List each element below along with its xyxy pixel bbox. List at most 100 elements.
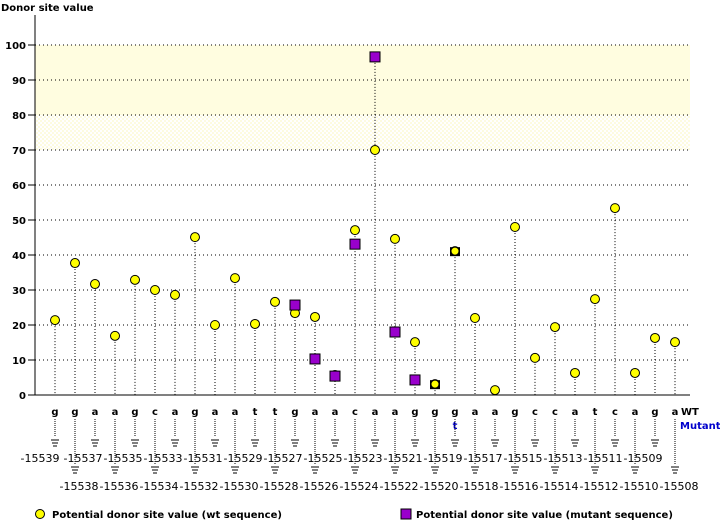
position-label: -15508 bbox=[660, 480, 699, 493]
position-label: -15531 bbox=[184, 452, 223, 465]
position-label: -15522 bbox=[380, 480, 419, 493]
wt-point bbox=[50, 315, 60, 326]
y-tick-label: 90 bbox=[12, 76, 26, 87]
position-label: -15525 bbox=[304, 452, 343, 465]
band-solid bbox=[35, 45, 690, 115]
wt-point bbox=[130, 274, 140, 285]
position-label: -15517 bbox=[464, 452, 503, 465]
y-tick-label: 0 bbox=[19, 391, 26, 402]
wt-base: a bbox=[672, 407, 679, 418]
wt-base: a bbox=[332, 407, 339, 418]
legend-mutant-label: Potential donor site value (mutant seque… bbox=[416, 510, 673, 520]
wt-point bbox=[70, 258, 80, 269]
mutant-point bbox=[409, 374, 421, 386]
position-label: -15523 bbox=[344, 452, 383, 465]
wt-point bbox=[570, 367, 580, 378]
wt-base: g bbox=[131, 407, 138, 418]
wt-point bbox=[510, 222, 520, 232]
mutant-row-label: Mutant bbox=[680, 421, 720, 432]
mutant-base: t bbox=[453, 421, 458, 432]
position-label: -15533 bbox=[144, 452, 183, 465]
wt-point bbox=[270, 296, 280, 307]
sequence-labels: g -15539 g -15538 a -15537 a -15536 g -15535 c -155… bbox=[21, 407, 720, 493]
position-label: -15530 bbox=[220, 480, 259, 493]
y-tick-label: 70 bbox=[12, 146, 26, 157]
wt-point bbox=[530, 352, 540, 363]
wt-point bbox=[90, 279, 100, 290]
position-label: -15538 bbox=[60, 480, 99, 493]
y-axis-label: Donor site value bbox=[1, 3, 94, 14]
wt-base: g bbox=[191, 407, 198, 418]
wt-point bbox=[550, 322, 560, 333]
mutant-point bbox=[309, 353, 321, 365]
wt-point bbox=[450, 246, 460, 256]
legend-wt-marker bbox=[35, 509, 45, 519]
wt-point bbox=[390, 233, 400, 244]
y-tick-label: 40 bbox=[12, 251, 26, 262]
wt-row-label: WT bbox=[681, 407, 699, 418]
y-tick-label: 10 bbox=[12, 356, 26, 367]
position-label: -15528 bbox=[260, 480, 299, 493]
position-label: -15527 bbox=[264, 452, 303, 465]
mutant-point bbox=[349, 238, 361, 250]
wt-point bbox=[250, 318, 260, 329]
position-label: -15518 bbox=[460, 480, 499, 493]
wt-base: c bbox=[152, 407, 158, 418]
wt-point bbox=[110, 330, 120, 341]
y-tick-label: 100 bbox=[5, 41, 26, 52]
wt-base: g bbox=[411, 407, 418, 418]
wt-base: g bbox=[291, 407, 298, 418]
wt-point bbox=[350, 225, 360, 236]
wt-base: a bbox=[172, 407, 179, 418]
wt-point bbox=[670, 337, 680, 348]
wt-base: a bbox=[92, 407, 99, 418]
position-label: -15521 bbox=[384, 452, 423, 465]
wt-base: a bbox=[632, 407, 639, 418]
legend-mutant-marker bbox=[400, 508, 412, 520]
y-tick-label: 80 bbox=[12, 111, 26, 122]
wt-point bbox=[430, 379, 440, 389]
wt-base: g bbox=[431, 407, 438, 418]
wt-base: t bbox=[273, 407, 278, 418]
wt-base: c bbox=[552, 407, 558, 418]
wt-base: a bbox=[232, 407, 239, 418]
wt-base: t bbox=[253, 407, 258, 418]
wt-point bbox=[590, 294, 600, 305]
wt-base: c bbox=[612, 407, 618, 418]
wt-point bbox=[150, 285, 160, 295]
wt-point bbox=[170, 289, 180, 300]
legend: Potential donor site value (wt sequence)… bbox=[35, 508, 673, 520]
position-label: -15526 bbox=[300, 480, 339, 493]
position-label: -15513 bbox=[544, 452, 583, 465]
wt-point bbox=[470, 313, 480, 323]
wt-point bbox=[650, 332, 660, 343]
wt-base: a bbox=[212, 407, 219, 418]
wt-point bbox=[190, 232, 200, 243]
wt-base: a bbox=[112, 407, 119, 418]
position-label: -15514 bbox=[540, 480, 579, 493]
mutant-point bbox=[369, 51, 381, 63]
position-label: -15510 bbox=[620, 480, 659, 493]
y-tick-label: 50 bbox=[12, 216, 26, 227]
position-label: -15516 bbox=[500, 480, 539, 493]
wt-base: g bbox=[511, 407, 518, 418]
band-hatched bbox=[35, 115, 690, 150]
wt-point bbox=[210, 320, 220, 330]
wt-base: g bbox=[451, 407, 458, 418]
mutant-point bbox=[289, 299, 301, 311]
legend-wt-label: Potential donor site value (wt sequence) bbox=[52, 510, 282, 520]
wt-base: t bbox=[593, 407, 598, 418]
position-label: -15520 bbox=[420, 480, 459, 493]
y-tick-label: 20 bbox=[12, 321, 26, 332]
wt-base: a bbox=[372, 407, 379, 418]
mutant-point bbox=[329, 370, 341, 382]
wt-base: a bbox=[392, 407, 399, 418]
wt-base: c bbox=[532, 407, 538, 418]
wt-point bbox=[230, 273, 240, 284]
wt-point bbox=[370, 145, 380, 155]
position-label: -15519 bbox=[424, 452, 463, 465]
position-label: -15532 bbox=[180, 480, 219, 493]
wt-point bbox=[310, 311, 320, 322]
position-label: -15529 bbox=[224, 452, 263, 465]
